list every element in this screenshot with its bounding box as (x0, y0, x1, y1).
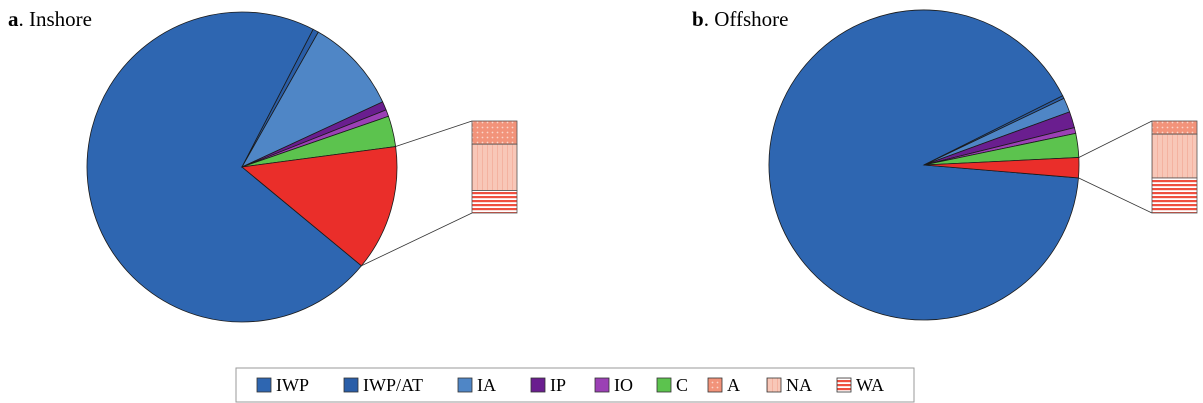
legend-item-wa: WA (836, 375, 884, 395)
legend-swatch-iwp-at (343, 377, 359, 393)
pie-slice-iwp (86, 11, 363, 323)
breakdown-bar (471, 120, 518, 214)
legend-label-iwp-at: IWP/AT (363, 375, 423, 395)
pie-slice-a-na-wa (923, 157, 1080, 179)
legend-item-io: IO (594, 375, 633, 395)
legend-label-ia: IA (477, 375, 496, 395)
connector-line-top (395, 120, 473, 147)
pie-slice-iwp (768, 9, 1079, 321)
panel-letter: b (692, 7, 704, 31)
breakdown-bar (1151, 120, 1198, 214)
legend-label-iwp: IWP (276, 375, 309, 395)
pie-slices (86, 11, 398, 323)
panel-inshore: a. Inshore (8, 7, 518, 323)
legend-swatch-a (707, 377, 723, 393)
legend-swatch-wa (836, 377, 852, 393)
legend-label-io: IO (614, 375, 633, 395)
legend-label-ip: IP (550, 375, 566, 395)
legend-item-a: A (707, 375, 740, 395)
legend: IWP IWP/AT IA IP IO C A NA WA (235, 367, 915, 403)
legend-item-na: NA (766, 375, 812, 395)
breakdown-connectors (1078, 120, 1153, 214)
legend-swatch-io (594, 377, 610, 393)
panel-letter: a (8, 7, 19, 31)
legend-item-ip: IP (530, 375, 566, 395)
breakdown-segment-a (1151, 120, 1198, 135)
panel-offshore: b. Offshore (692, 7, 1198, 321)
legend-label-a: A (727, 375, 740, 395)
panel-title-text: Offshore (714, 7, 788, 31)
legend-label-c: C (676, 375, 688, 395)
legend-item-iwp: IWP (256, 375, 309, 395)
panel-title-inshore: a. Inshore (8, 7, 92, 31)
legend-item-c: C (656, 375, 688, 395)
pie-slices (768, 9, 1080, 321)
legend-frame (235, 367, 915, 403)
panel-title-offshore: b. Offshore (692, 7, 788, 31)
breakdown-segment-na (471, 143, 518, 191)
legend-swatch-ip (530, 377, 546, 393)
breakdown-segment-na (1151, 133, 1198, 179)
breakdown-segment-wa (471, 190, 518, 214)
connector-line-top (1078, 120, 1153, 158)
legend-swatch-iwp (256, 377, 272, 393)
legend-swatch-na (766, 377, 782, 393)
breakdown-segment-a (471, 120, 518, 145)
pie-slice-ia (241, 31, 384, 168)
legend-swatch-c (656, 377, 672, 393)
panel-title-text: Inshore (29, 7, 92, 31)
legend-label-na: NA (786, 375, 812, 395)
legend-swatch-ia (457, 377, 473, 393)
connector-line-bottom (1078, 177, 1153, 214)
legend-item-ia: IA (457, 375, 496, 395)
breakdown-segment-wa (1151, 177, 1198, 214)
breakdown-connectors (361, 120, 473, 267)
pie-slice-a-na-wa (241, 146, 398, 267)
legend-item-iwp-at: IWP/AT (343, 375, 423, 395)
connector-line-bottom (361, 212, 473, 267)
legend-label-wa: WA (856, 375, 884, 395)
